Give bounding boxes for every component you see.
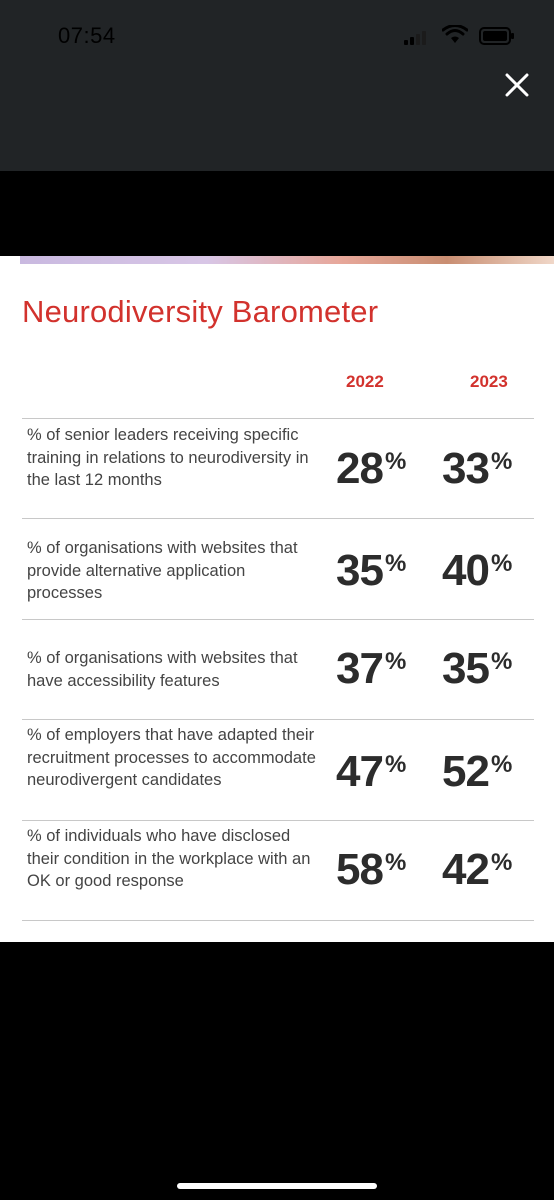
value-2023: 33% xyxy=(442,444,512,493)
battery-icon xyxy=(479,27,514,45)
value-2022: 37% xyxy=(336,644,406,693)
table-row: % of organisations with websites that ha… xyxy=(22,619,534,720)
row-label: % of organisations with websites that pr… xyxy=(27,539,298,602)
banner-strip xyxy=(20,256,554,264)
table-row: % of individuals who have disclosed thei… xyxy=(22,820,534,921)
table-row: % of organisations with websites that pr… xyxy=(22,518,534,620)
table-bottom-divider xyxy=(22,920,534,921)
row-label: % of employers that have adapted their r… xyxy=(27,726,316,789)
status-time: 07:54 xyxy=(58,23,116,48)
value-2023: 42% xyxy=(442,845,512,894)
barometer-title: Neurodiversity Barometer xyxy=(22,294,379,329)
wifi-icon xyxy=(442,25,468,43)
column-header-2022: 2022 xyxy=(346,372,384,391)
value-2022: 35% xyxy=(336,546,406,595)
barometer-image: Neurodiversity Barometer 2022 2023 % of … xyxy=(0,256,554,942)
viewer-top-bar: 07:54 xyxy=(0,0,554,171)
row-label: % of individuals who have disclosed thei… xyxy=(27,827,311,890)
table-row: % of employers that have adapted their r… xyxy=(22,719,534,821)
signal-icon xyxy=(404,29,434,45)
table-row: % of senior leaders receiving specific t… xyxy=(22,418,534,519)
value-2023: 40% xyxy=(442,546,512,595)
close-icon[interactable] xyxy=(500,68,534,102)
value-2022: 28% xyxy=(336,444,406,493)
row-label: % of senior leaders receiving specific t… xyxy=(27,426,309,489)
column-header-2023: 2023 xyxy=(470,372,508,391)
home-indicator[interactable] xyxy=(177,1183,377,1189)
row-label: % of organisations with websites that ha… xyxy=(27,649,298,690)
value-2022: 58% xyxy=(336,845,406,894)
value-2023: 52% xyxy=(442,747,512,796)
value-2023: 35% xyxy=(442,644,512,693)
value-2022: 47% xyxy=(336,747,406,796)
